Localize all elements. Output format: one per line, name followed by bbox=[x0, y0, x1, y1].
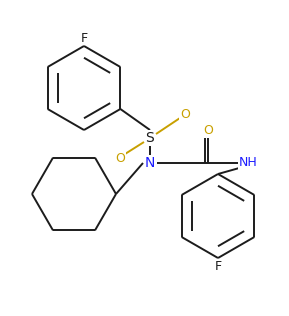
Text: O: O bbox=[180, 107, 190, 120]
Text: O: O bbox=[203, 124, 213, 137]
Text: N: N bbox=[145, 156, 155, 170]
Text: F: F bbox=[214, 259, 222, 272]
Text: S: S bbox=[146, 131, 154, 145]
Text: NH: NH bbox=[239, 156, 257, 169]
Text: F: F bbox=[80, 32, 88, 45]
Text: O: O bbox=[115, 151, 125, 165]
